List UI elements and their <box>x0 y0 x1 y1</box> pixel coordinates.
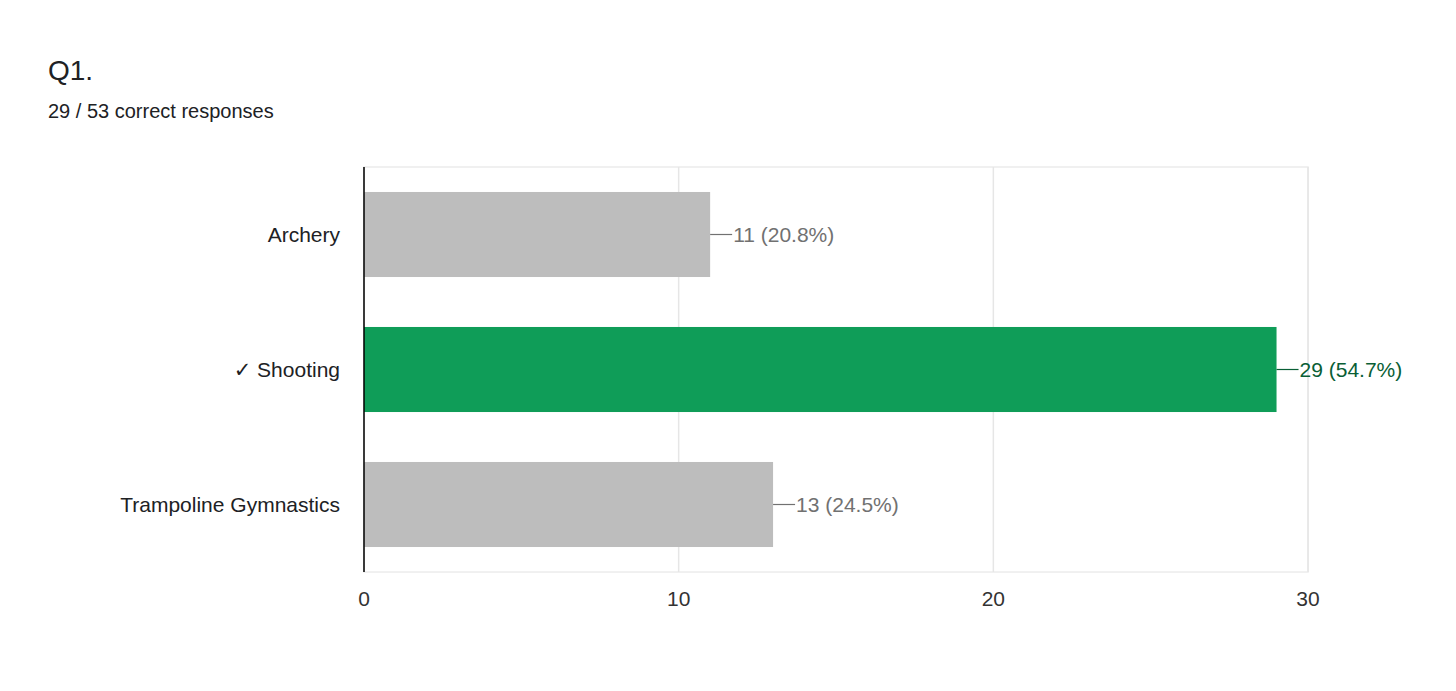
axis-line <box>363 167 365 572</box>
data-label: 29 (54.7%) <box>1300 358 1403 381</box>
category-label: Trampoline Gymnastics <box>120 493 340 516</box>
label-leader <box>773 504 795 505</box>
labels: Archery 11 (20.8%) ✓ Shooting 29 (54.7%) Tra… <box>120 223 1402 516</box>
bar <box>364 327 1277 412</box>
title: Q1. <box>48 55 93 86</box>
bar <box>364 462 773 547</box>
tick-label: 30 <box>1296 587 1319 610</box>
category-label: ✓ Shooting <box>234 358 340 381</box>
tick-label: 0 <box>358 587 370 610</box>
subtitle: 29 / 53 correct responses <box>48 100 274 122</box>
category-label: Archery <box>268 223 341 246</box>
tick-label: 10 <box>667 587 690 610</box>
chart-container: Q1. 29 / 53 correct responses 0 10 20 30 Arche… <box>0 0 1456 691</box>
grid-line <box>363 167 365 572</box>
tick-label: 20 <box>982 587 1005 610</box>
chart-svg: Q1. 29 / 53 correct responses 0 10 20 30 Arche… <box>0 0 1456 691</box>
data-label: 11 (20.8%) <box>733 223 834 246</box>
bar <box>364 192 710 277</box>
label-leader <box>1277 369 1299 370</box>
data-label: 13 (24.5%) <box>796 493 899 516</box>
label-leader <box>710 234 732 235</box>
bars <box>364 192 1277 547</box>
plot-frame <box>364 167 1308 572</box>
